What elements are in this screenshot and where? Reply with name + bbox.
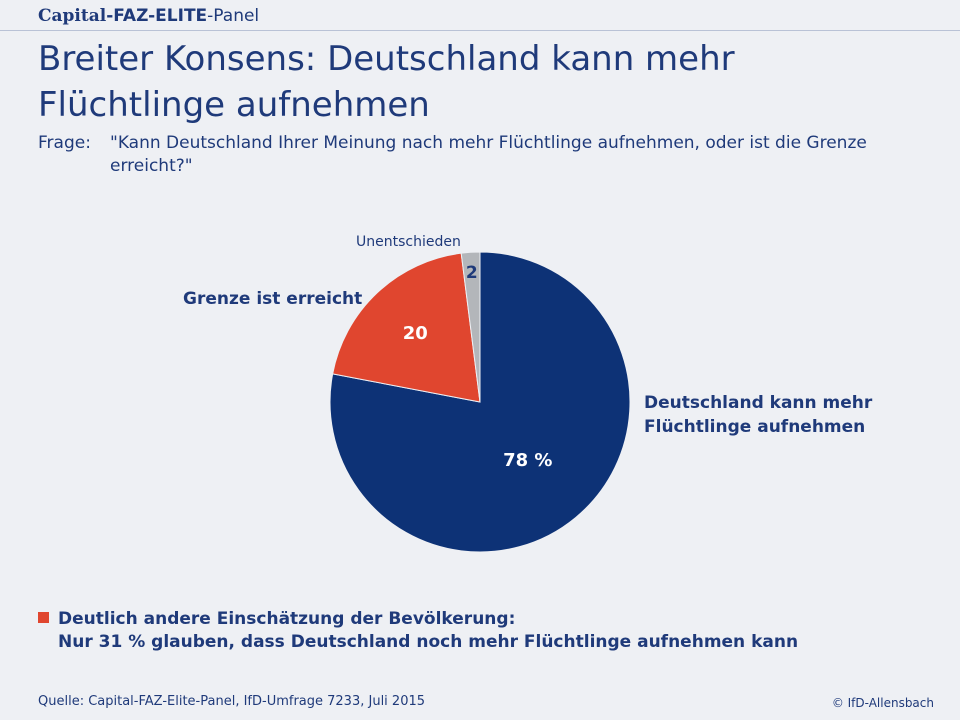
brand-panel: -Panel	[207, 6, 260, 26]
question-text: "Kann Deutschland Ihrer Meinung nach meh…	[110, 133, 867, 176]
slice-value-unentschieden: 2	[466, 263, 478, 283]
footnote-marker-square	[38, 612, 49, 623]
source-note: Quelle: Capital-FAZ-Elite-Panel, IfD-Umf…	[38, 694, 426, 709]
slice-value-grenze-ist-erreicht: 20	[403, 323, 428, 344]
footnote: Deutlich andere Einschätzung der Bevölke…	[38, 608, 798, 654]
header-divider	[0, 30, 960, 31]
pie-slice-deutschland-kann-mehr-fluechtlinge-aufnehmen	[329, 251, 631, 553]
slice-value-deutschland-kann-mehr-fluechtlinge-aufnehmen: 78 %	[503, 450, 552, 471]
brand-capital: Capital	[38, 6, 107, 26]
slice-label-grenze-ist-erreicht: Grenze ist erreicht	[183, 289, 362, 309]
brand-faz-elite: -FAZ-ELITE	[106, 6, 208, 26]
footnote-line-1: Deutlich andere Einschätzung der Bevölke…	[58, 609, 516, 629]
question-label: Frage:	[38, 133, 91, 153]
pie-slice-unentschieden	[460, 251, 481, 403]
slice-label-unentschieden: Unentschieden	[356, 234, 461, 250]
copyright-note: © IfD-Allensbach	[831, 696, 934, 710]
pie-slice-grenze-ist-erreicht	[332, 252, 481, 403]
footnote-line-2: Nur 31 % glauben, dass Deutschland noch …	[58, 632, 799, 652]
pie-chart: 78 % Deutschland kann mehr Flüchtlinge auf…	[183, 234, 873, 553]
chart-title: Breiter Konsens: Deutschland kann mehr F…	[38, 39, 735, 125]
slice-label-deutschland-kann-mehr-fluechtlinge-aufnehmen: Deutschland kann mehr Flüchtlinge aufnehm…	[644, 393, 873, 437]
brand-logo: Capital-FAZ-ELITE-Panel	[38, 6, 259, 26]
